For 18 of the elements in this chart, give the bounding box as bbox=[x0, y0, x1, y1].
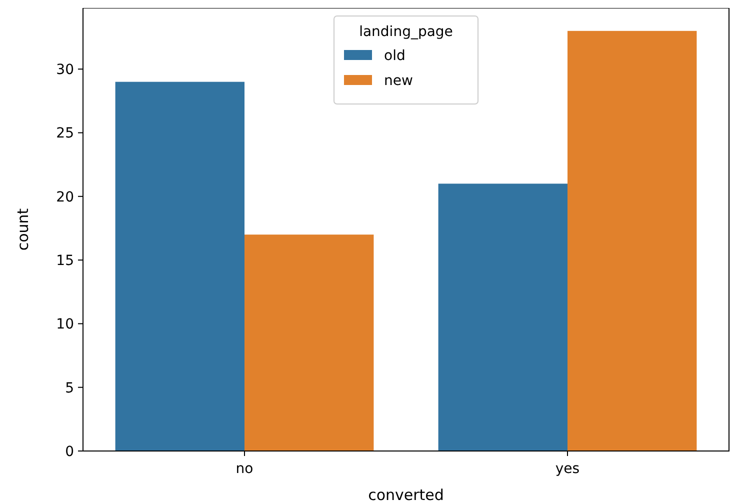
legend-label: new bbox=[384, 72, 413, 89]
bar bbox=[244, 234, 374, 451]
y-tick-label: 0 bbox=[65, 444, 74, 460]
x-axis-title: converted bbox=[368, 486, 444, 504]
bar bbox=[115, 82, 244, 451]
legend-label: old bbox=[384, 48, 406, 64]
y-tick-label: 25 bbox=[56, 126, 74, 142]
x-tick-label: no bbox=[236, 461, 254, 477]
y-axis-title: count bbox=[14, 208, 32, 251]
y-tick-label: 15 bbox=[56, 252, 74, 269]
bar bbox=[568, 30, 697, 451]
y-tick-label: 20 bbox=[56, 189, 74, 206]
bar bbox=[438, 184, 568, 451]
y-tick-label: 5 bbox=[65, 380, 74, 396]
y-tick-label: 30 bbox=[56, 62, 74, 78]
y-tick-label: 10 bbox=[56, 316, 74, 333]
legend-title: landing_page bbox=[359, 24, 453, 40]
x-tick-label: yes bbox=[555, 461, 580, 477]
